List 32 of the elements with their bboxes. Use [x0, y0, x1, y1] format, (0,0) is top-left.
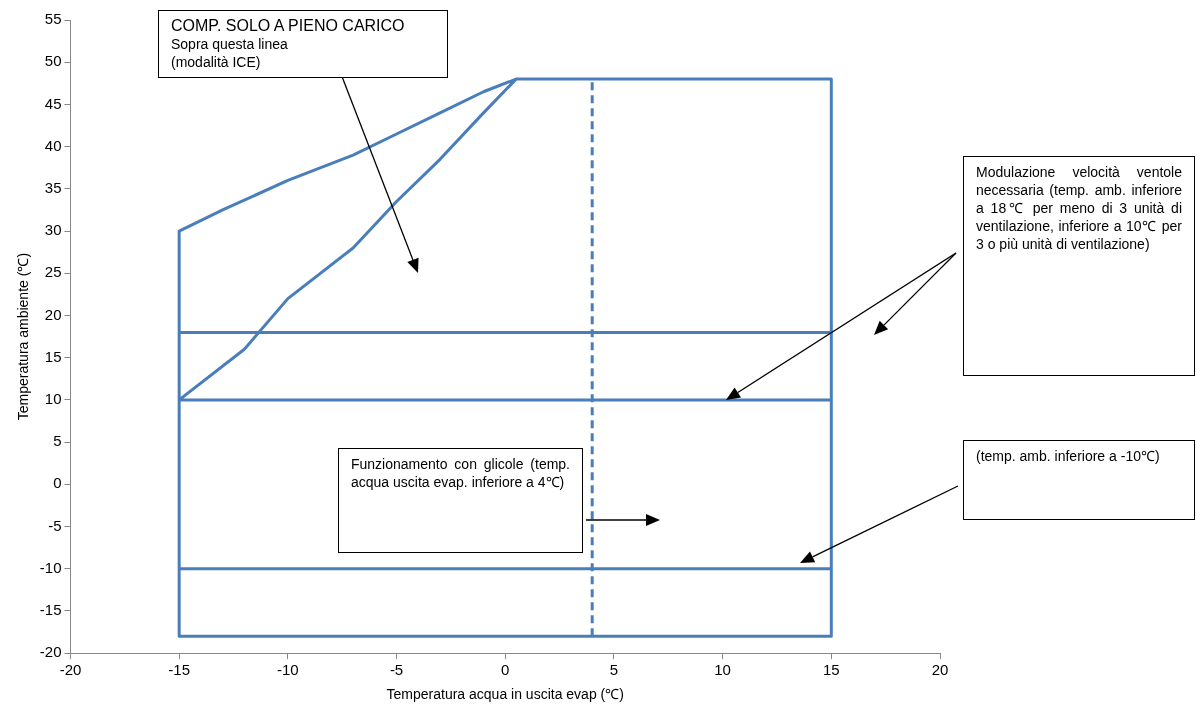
y-tick-label: -5: [48, 516, 62, 534]
x-tick-label: 20: [931, 661, 949, 679]
x-tick-label: -10: [277, 661, 299, 679]
x-tick-label: 0: [501, 661, 510, 679]
y-tick-label: 15: [44, 347, 62, 365]
x-tick-label: 15: [822, 661, 840, 679]
y-tick-label: 10: [44, 390, 62, 408]
y-tick-label: -15: [39, 601, 62, 619]
y-tick-label: 55: [44, 10, 62, 28]
y-tick-label: 45: [44, 94, 62, 112]
y-tick-label: 30: [44, 221, 62, 239]
y-tick-label: 25: [44, 263, 62, 281]
note-box: (temp. amb. inferiore a -10℃): [963, 440, 1195, 520]
x-tick-label: 10: [714, 661, 731, 679]
x-tick-label: -15: [168, 661, 191, 679]
x-tick-label: 5: [609, 661, 619, 679]
y-tick-label: 40: [44, 136, 62, 154]
note-box: Modulazione velocità ventole necessaria (temp. amb. inferiore a 18℃ per meno di 3 unità di ventilazione, inferiore a 10℃ per 3 o più unità di ventilazione): [963, 156, 1195, 376]
annotation: COMP. SOLO A PIENO CARICO Sopra questa linea (modalità ICE): [171, 17, 406, 71]
y-tick-label: 50: [44, 52, 62, 70]
y-tick-label: -20: [39, 643, 62, 661]
y-tick-label: 20: [44, 305, 62, 323]
y-tick-label: -10: [39, 558, 62, 576]
note-box: COMP. SOLO A PIENO CARICO Sopra questa linea (modalità ICE): [158, 10, 448, 78]
y-axis-title: Temperatura ambiente (℃): [15, 252, 32, 421]
annotation: Funzionamento con glicole (temp. acqua uscita evap. inferiore a 4℃): [351, 455, 570, 491]
y-tick-label: 5: [53, 432, 62, 450]
x-tick-label: -5: [389, 661, 404, 679]
y-tick-label: 35: [44, 178, 62, 196]
x-axis-title: Temperatura acqua in uscita evap (℃): [386, 686, 624, 703]
note-box: Funzionamento con glicole (temp. acqua uscita evap. inferiore a 4℃): [338, 448, 583, 553]
y-tick-label: 0: [53, 474, 62, 492]
